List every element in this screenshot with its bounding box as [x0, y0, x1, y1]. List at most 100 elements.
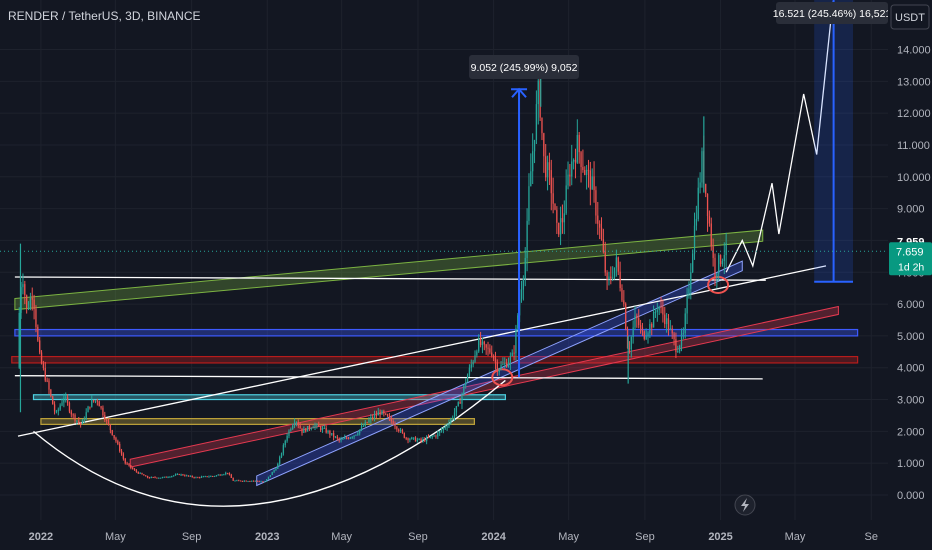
measure-label-bg — [776, 2, 888, 24]
candle-body — [598, 223, 601, 228]
candle-body — [63, 397, 65, 403]
candle-body — [448, 422, 450, 427]
candle-body — [360, 426, 363, 430]
y-tick-label: 3.000 — [897, 395, 925, 407]
x-tick-label: 2025 — [708, 531, 732, 543]
candle-body — [176, 474, 179, 476]
candle-body — [381, 410, 383, 415]
symbol-header: RENDER / TetherUS, 3D, BINANCE — [8, 9, 201, 23]
y-tick-label: 13.000 — [897, 76, 931, 88]
candle-body — [89, 406, 91, 408]
lightning-icon[interactable] — [734, 494, 756, 516]
candle-body — [721, 260, 724, 265]
candle-body — [200, 476, 203, 478]
candle-body — [513, 352, 515, 354]
symbol-name[interactable]: RENDER / TetherUS — [8, 9, 119, 23]
candle-body — [396, 426, 398, 430]
current-price-value: 7.659 — [896, 246, 924, 258]
candle-body — [576, 135, 578, 163]
candle-body — [57, 409, 59, 412]
measure-label-text: 16.521 (245.46%) 16,521 — [773, 8, 892, 20]
candle-body — [74, 414, 76, 421]
candle-body — [591, 176, 593, 190]
candle-body — [308, 426, 311, 429]
x-tick-label: 2023 — [255, 531, 279, 543]
candle-body — [692, 253, 694, 273]
candle-body — [537, 80, 539, 105]
candle-body — [347, 438, 350, 440]
candle-body — [137, 471, 139, 474]
candle-body — [638, 318, 640, 326]
candle-body — [628, 348, 631, 350]
candle-body — [543, 133, 545, 157]
candle-body — [386, 414, 389, 417]
candle-body — [187, 475, 190, 477]
candle-body — [453, 412, 456, 418]
candle-body — [117, 441, 119, 444]
candle-body — [403, 432, 405, 438]
candle-body — [561, 218, 564, 223]
y-tick-label: 12.000 — [897, 108, 931, 120]
candle-body — [712, 246, 714, 258]
candle-body — [647, 333, 649, 337]
candle-body — [130, 465, 132, 468]
candle-body — [377, 412, 379, 416]
candle-body — [319, 426, 322, 431]
candle-body — [716, 273, 718, 277]
candle-body — [556, 209, 558, 223]
candle-body — [241, 480, 244, 482]
candle-body — [269, 475, 272, 477]
candle-body — [124, 458, 126, 464]
candle-body — [65, 397, 67, 399]
candle-body — [264, 481, 266, 483]
candle-body — [636, 315, 638, 319]
candle-body — [608, 276, 610, 279]
candle-body — [135, 470, 138, 472]
candle-body — [705, 183, 707, 194]
candle-body — [18, 312, 20, 368]
zone-red_zone — [11, 355, 859, 364]
candle-body — [584, 170, 586, 176]
candle-body — [79, 422, 82, 425]
candle-body — [316, 424, 318, 426]
measure-tools: 9.052 (245.99%) 9,052 16.521 (245.46%) 16… — [469, 0, 892, 378]
candle-body — [580, 152, 582, 168]
candle-body — [625, 303, 627, 330]
symbol-interval[interactable]: 3D — [125, 9, 141, 23]
candle-body — [115, 437, 117, 442]
candle-body — [143, 474, 145, 476]
candle-body — [91, 399, 93, 407]
current-price-countdown: 1d 2h — [898, 261, 924, 273]
candle-body — [265, 479, 268, 482]
candle-body — [388, 416, 391, 418]
highlight-circle — [707, 275, 730, 294]
candle-body — [684, 313, 686, 334]
candle-body — [234, 480, 236, 482]
candle-body — [632, 327, 634, 338]
candle-body — [658, 306, 660, 311]
candle-body — [563, 213, 565, 223]
candle-body — [645, 336, 647, 339]
candle-body — [714, 257, 716, 277]
candle-body — [167, 477, 169, 479]
candle-body — [223, 474, 225, 476]
candle-body — [450, 418, 452, 423]
candle-body — [669, 328, 671, 330]
candle-body — [29, 298, 32, 309]
candle-body — [706, 193, 709, 217]
candle-body — [172, 475, 175, 477]
candle-body — [141, 472, 143, 475]
currency-button[interactable]: USDT — [890, 4, 930, 30]
candle-body — [364, 422, 366, 426]
candle-body — [664, 314, 666, 325]
candle-body — [213, 476, 216, 478]
candle-body — [107, 420, 110, 425]
candle-body — [677, 351, 679, 353]
candle-body — [474, 355, 476, 362]
candle-body — [282, 445, 285, 454]
candle-body — [292, 425, 294, 430]
green-channel — [14, 229, 764, 311]
candle-body — [277, 463, 279, 469]
candle-body — [70, 411, 72, 415]
